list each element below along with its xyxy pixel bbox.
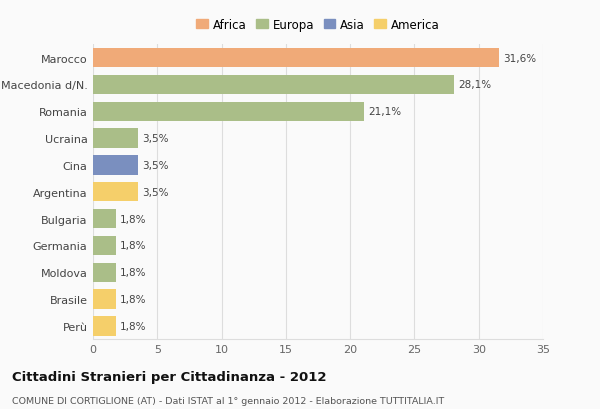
Text: Cittadini Stranieri per Cittadinanza - 2012: Cittadini Stranieri per Cittadinanza - 2…	[12, 370, 326, 383]
Bar	[93, 182, 138, 202]
Bar	[93, 102, 364, 121]
Bar	[93, 209, 116, 229]
Text: 3,5%: 3,5%	[142, 187, 169, 197]
Text: 1,8%: 1,8%	[120, 321, 146, 331]
Text: COMUNE DI CORTIGLIONE (AT) - Dati ISTAT al 1° gennaio 2012 - Elaborazione TUTTIT: COMUNE DI CORTIGLIONE (AT) - Dati ISTAT …	[12, 396, 444, 405]
Text: 1,8%: 1,8%	[120, 267, 146, 278]
Text: 3,5%: 3,5%	[142, 134, 169, 144]
Bar	[93, 129, 138, 148]
Text: 1,8%: 1,8%	[120, 241, 146, 251]
Bar	[93, 236, 116, 255]
Bar	[93, 317, 116, 336]
Text: 28,1%: 28,1%	[458, 80, 491, 90]
Bar	[93, 263, 116, 282]
Text: 1,8%: 1,8%	[120, 214, 146, 224]
Text: 21,1%: 21,1%	[368, 107, 401, 117]
Bar	[93, 156, 138, 175]
Legend: Africa, Europa, Asia, America: Africa, Europa, Asia, America	[196, 18, 440, 31]
Text: 31,6%: 31,6%	[503, 54, 536, 63]
Bar	[93, 49, 499, 68]
Bar	[93, 290, 116, 309]
Bar	[93, 76, 454, 95]
Text: 3,5%: 3,5%	[142, 160, 169, 171]
Text: 1,8%: 1,8%	[120, 294, 146, 304]
